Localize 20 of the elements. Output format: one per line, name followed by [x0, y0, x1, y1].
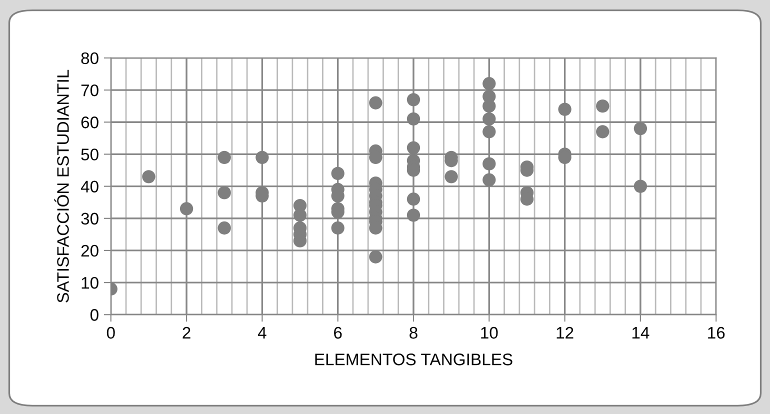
x-axis-title: ELEMENTOS TANGIBLES — [315, 354, 512, 366]
x-tick-label: 6 — [334, 326, 342, 339]
y-tick-label: 70 — [81, 84, 98, 96]
y-axis-title: SATISFACCIÓN ESTUDIANTIL — [54, 70, 69, 303]
y-tick-label: 40 — [80, 180, 98, 193]
x-tick-label: 4 — [258, 327, 266, 339]
y-tick-label: 80 — [81, 52, 98, 64]
x-tick-label: 10 — [481, 326, 498, 339]
y-tick-label: 10 — [82, 276, 98, 289]
x-tick-label: 0 — [106, 326, 115, 339]
x-tick-label: 16 — [708, 326, 725, 339]
y-tick-label: 0 — [90, 309, 98, 321]
x-tick-label: 12 — [556, 326, 574, 339]
y-tick-label: 50 — [81, 148, 98, 160]
y-tick-label: 30 — [81, 212, 98, 225]
x-tick-label: 8 — [410, 326, 418, 339]
x-tick-label: 2 — [182, 326, 190, 339]
y-tick-label: 20 — [81, 244, 98, 257]
x-tick-label: 14 — [632, 327, 650, 339]
y-tick-label: 60 — [81, 116, 98, 128]
